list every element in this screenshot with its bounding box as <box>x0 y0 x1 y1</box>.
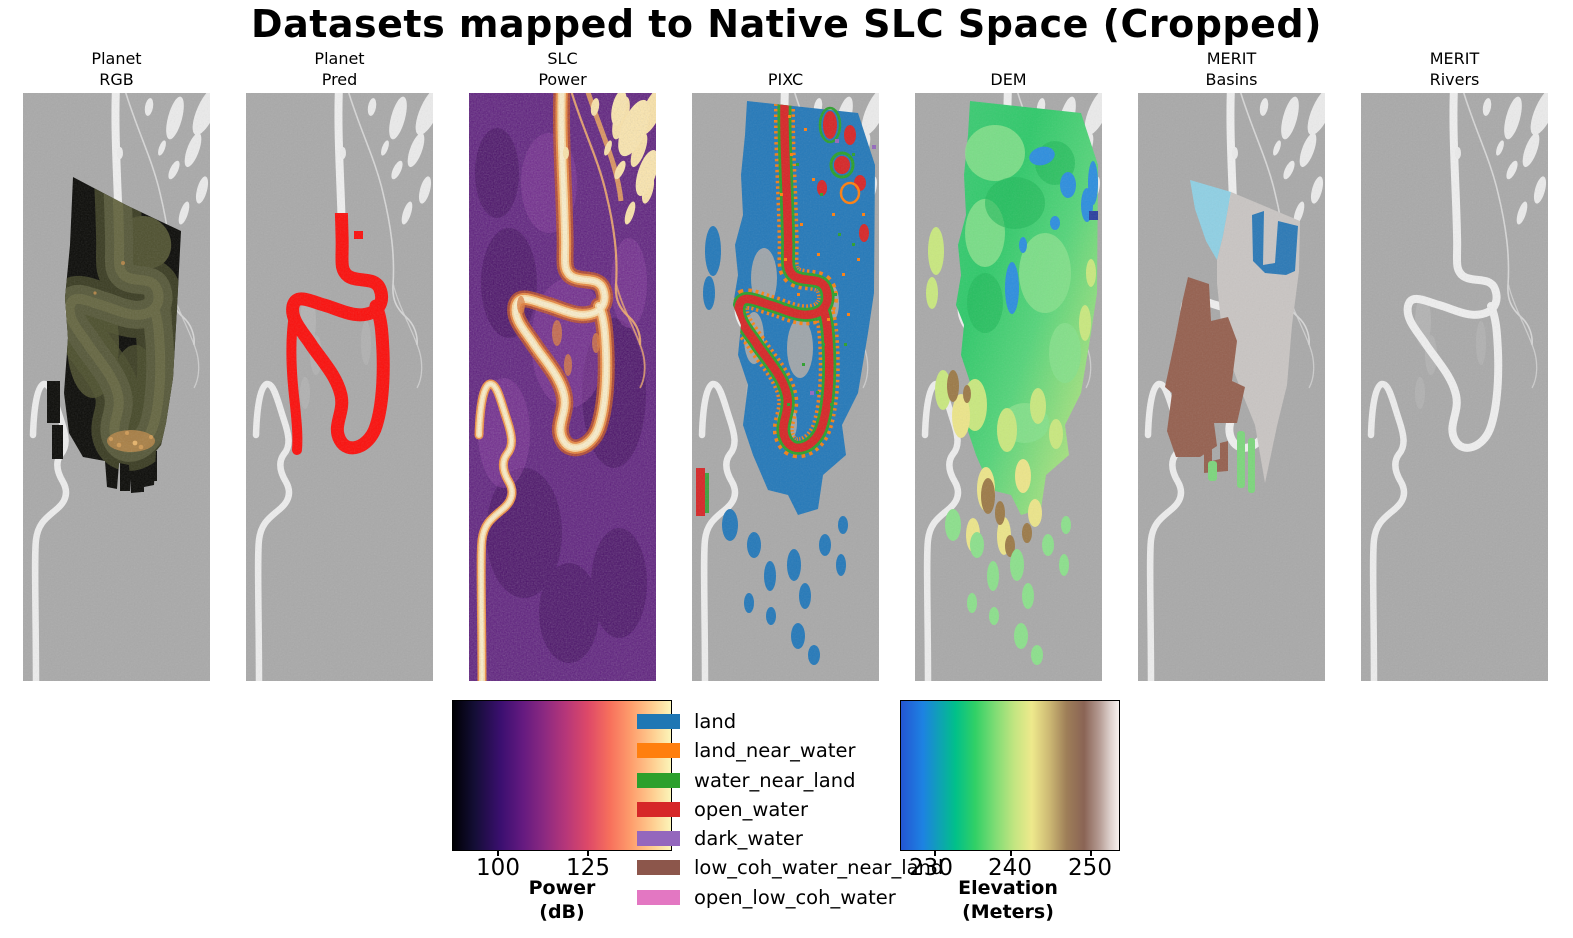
legend-item-water-near-land: water_near_land <box>637 768 943 792</box>
noise-texture <box>469 93 656 681</box>
panel-image-dem <box>915 93 1102 681</box>
noise-texture <box>692 93 879 681</box>
panel-image-planet-pred <box>246 93 433 681</box>
power-tick-100 <box>497 851 499 856</box>
legend-label: land <box>694 710 737 733</box>
legend-swatch <box>637 772 680 788</box>
legend-item-land: land <box>637 710 943 733</box>
legend-swatch <box>637 743 680 759</box>
noise-texture <box>1138 93 1325 681</box>
noise-texture <box>915 93 1102 681</box>
legend-item-low-coh-water-near-land: low_coh_water_near_land <box>637 856 944 880</box>
legend-swatch <box>637 860 680 876</box>
legend-swatch <box>637 889 680 905</box>
legend-label: low_coh_water_near_land <box>694 856 944 880</box>
legend-item-dark-water: dark_water <box>637 827 943 851</box>
elevation-tick-240 <box>1010 851 1012 856</box>
legend-swatch <box>637 714 680 729</box>
noise-texture <box>1361 93 1548 681</box>
elevation-colorbar-label: Elevation (Meters) <box>958 877 1058 923</box>
power-colorbar-label: Power (dB) <box>528 877 596 923</box>
elevation-colorbar <box>900 700 1120 851</box>
panel-image-slc-power <box>469 93 656 681</box>
legend-item-open-low-coh-water: open_low_coh_water <box>637 885 943 909</box>
legend-swatch <box>637 801 680 817</box>
panel-image-merit-rivers <box>1361 93 1548 681</box>
legend-label: dark_water <box>694 827 803 851</box>
elevation-tick-label-250: 250 <box>1068 855 1112 881</box>
legend-label: land_near_water <box>694 739 856 763</box>
noise-texture <box>246 93 433 681</box>
elevation-tick-label-240: 240 <box>988 855 1032 881</box>
power-tick-125 <box>587 851 589 856</box>
legend-item-land-near-water: land_near_water <box>637 739 943 763</box>
noise-texture <box>23 93 210 681</box>
panel-title-dem: DEM <box>990 70 1027 89</box>
panel-title-pixc: PIXC <box>767 70 804 89</box>
legend-label: open_water <box>694 797 808 821</box>
panel-title-slc-power: SLC Power <box>538 49 587 89</box>
legend-item-open-water: open_water <box>637 797 943 821</box>
legend-label: water_near_land <box>694 768 856 792</box>
panel-image-planet-rgb <box>23 93 210 681</box>
elevation-tick-230 <box>934 851 936 856</box>
legend-swatch <box>637 831 680 847</box>
classification-legend: land land_near_water water_near_land ope… <box>637 710 944 919</box>
power-tick-label-100: 100 <box>476 855 520 881</box>
power-colorbar <box>452 700 672 851</box>
legend-label: open_low_coh_water <box>694 885 896 909</box>
figure-title: Datasets mapped to Native SLC Space (Cro… <box>251 2 1322 46</box>
panel-image-merit-basins <box>1138 93 1325 681</box>
elevation-tick-label-230: 230 <box>909 855 953 881</box>
panel-title-merit-rivers: MERIT Rivers <box>1429 49 1480 89</box>
power-tick-label-125: 125 <box>566 855 610 881</box>
panel-title-merit-basins: MERIT Basins <box>1205 49 1258 89</box>
panel-image-pixc <box>692 93 879 681</box>
panel-title-planet-rgb: Planet RGB <box>91 49 142 89</box>
elevation-tick-250 <box>1090 851 1092 856</box>
panel-title-planet-pred: Planet Pred <box>314 49 365 89</box>
